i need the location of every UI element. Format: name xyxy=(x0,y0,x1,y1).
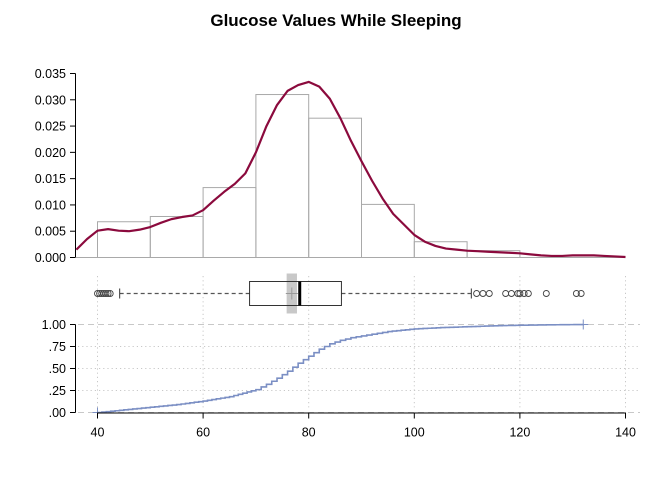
ecdf-step-line xyxy=(97,323,585,414)
x-tick-label: 120 xyxy=(509,426,530,440)
box-outlier xyxy=(542,290,550,297)
ecdf-y-tick-label: 1.00 xyxy=(42,318,66,332)
box-outlier xyxy=(516,290,524,297)
box-outlier xyxy=(485,290,493,297)
box-iqr xyxy=(249,281,342,306)
box-outlier xyxy=(479,290,487,297)
histogram-bar xyxy=(361,203,415,259)
histogram-y-tick-label: 0.005 xyxy=(35,225,66,239)
histogram-bar xyxy=(308,117,363,258)
histogram-y-tick-label: 0.000 xyxy=(35,251,66,265)
box-outlier xyxy=(577,290,585,297)
box-outlier xyxy=(572,290,580,297)
histogram-y-tick-label: 0.035 xyxy=(35,67,66,81)
histogram-y-tick-label: 0.020 xyxy=(35,146,66,160)
histogram-y-tick-label: 0.025 xyxy=(35,120,66,134)
ecdf-y-tick-label: .00 xyxy=(49,406,66,420)
ecdf-y-tick-label: .50 xyxy=(49,362,66,376)
density-curve-layer xyxy=(75,80,626,259)
box-outlier xyxy=(520,290,528,297)
histogram-y-axis: 0.000 0.005 0.010 0.015 0.020 0.025 0.030 0.035 xyxy=(35,67,76,265)
histogram-y-tick-label: 0.015 xyxy=(35,172,66,186)
ecdf-y-axis: .00 .25 .50 .75 1.00 xyxy=(42,318,640,420)
x-axis: 40 60 80 100 120 140 xyxy=(91,412,636,440)
histogram-bars xyxy=(75,94,626,259)
box-outlier xyxy=(104,290,112,297)
box-outlier xyxy=(508,290,515,297)
box-outlier xyxy=(102,290,110,297)
density-curve xyxy=(75,80,626,259)
box-outlier xyxy=(502,290,510,297)
ecdf-y-tick-label: .75 xyxy=(49,340,66,354)
histogram-y-tick-label: 0.010 xyxy=(35,198,66,212)
ecdf-y-tick-label: .25 xyxy=(49,384,66,398)
box-outlier xyxy=(524,290,532,297)
histogram-y-tick-label: 0.030 xyxy=(35,93,66,107)
vertical-guides xyxy=(97,276,626,408)
histogram-bar xyxy=(255,94,310,259)
x-tick-label: 80 xyxy=(302,426,316,440)
x-tick-label: 60 xyxy=(196,426,210,440)
x-tick-label: 140 xyxy=(615,426,636,440)
chart-title: Glucose Values While Sleeping xyxy=(210,11,461,30)
box-outlier xyxy=(106,290,114,297)
boxplot xyxy=(94,273,585,314)
histogram-bar xyxy=(97,221,151,259)
x-tick-label: 100 xyxy=(404,426,425,440)
histogram-bar xyxy=(202,187,257,258)
x-tick-label: 40 xyxy=(91,426,105,440)
histogram-bar xyxy=(149,215,204,259)
box-outlier xyxy=(473,290,481,297)
